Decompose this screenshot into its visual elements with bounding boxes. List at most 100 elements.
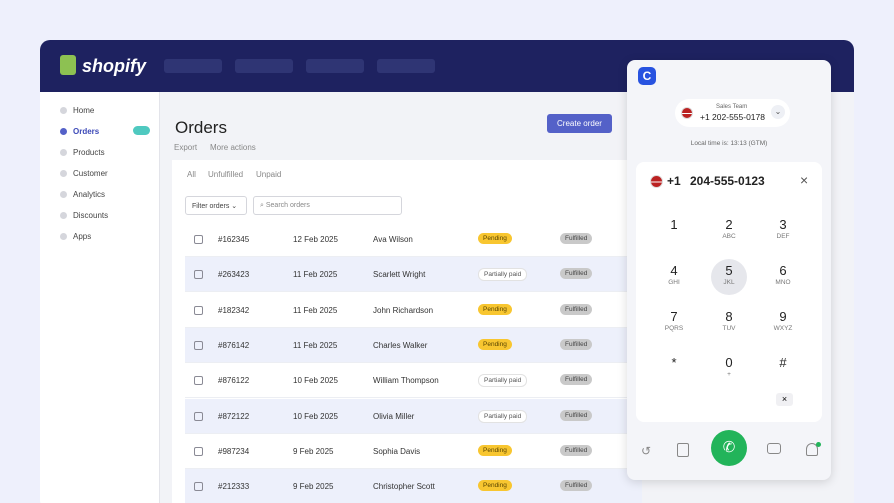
key[interactable]: *: [654, 353, 694, 389]
key-letters: PQRS: [664, 325, 684, 332]
dialed-number: 204-555-0123: [690, 174, 765, 188]
key[interactable]: 2 ABC: [709, 215, 749, 251]
order-date: 10 Feb 2025: [293, 376, 338, 386]
order-row[interactable]: #162345 12 Feb 2025 Ava Wilson Pending Fulfi…: [185, 222, 642, 257]
nav-item[interactable]: Orders: [73, 127, 100, 136]
dropdown: ⌄: [771, 105, 785, 119]
order-id: #182342: [218, 305, 250, 315]
payment-status: Partially paid: [478, 374, 528, 388]
contacts-icon[interactable]: [677, 443, 689, 457]
caller-id-selector[interactable]: Sales Team +1 202-555-0178 ⌄: [675, 99, 790, 127]
nav-item[interactable]: Products: [73, 148, 105, 157]
nav-item[interactable]: Discounts: [73, 211, 109, 220]
nav-dot: [60, 233, 67, 240]
order-id: #872122: [218, 411, 250, 421]
customer-name: Charles Walker: [373, 340, 428, 350]
order-row[interactable]: #987234 9 Feb 2025 Sophia Davis Pending Fulf…: [185, 433, 642, 469]
checkbox[interactable]: [194, 235, 203, 244]
search-box[interactable]: ⌕ Search orders: [253, 196, 402, 215]
checkbox[interactable]: [194, 340, 203, 350]
order-row[interactable]: #182342 11 Feb 2025 John Richardson Pending…: [185, 292, 642, 328]
us-flag: [650, 175, 663, 188]
orders-panel: All Unfulfilled Unpaid Filter orders ⌄ ⌕…: [172, 160, 642, 503]
tab[interactable]: All: [187, 170, 196, 179]
customer-name: Christopher Scott: [373, 482, 435, 492]
key-digit: *: [671, 355, 677, 370]
key[interactable]: 5 JKL: [709, 259, 749, 297]
key-digit: 7: [670, 309, 678, 324]
key-digit: 5: [725, 263, 733, 278]
search-placeholder: Search orders: [265, 202, 310, 209]
nav-dot: [60, 170, 67, 177]
placeholder: [377, 59, 435, 73]
key[interactable]: 1: [654, 215, 694, 251]
local-time: Local time is: 13:13 (GTM): [690, 140, 768, 147]
nav-item[interactable]: Home: [73, 106, 95, 115]
order-id: #263423: [218, 270, 250, 280]
order-row[interactable]: #876122 10 Feb 2025 William Thompson Partia…: [185, 363, 642, 399]
checkbox[interactable]: [194, 411, 203, 421]
order-date: 9 Feb 2025: [293, 482, 334, 492]
nav-item[interactable]: Analytics: [73, 190, 106, 199]
profile-icon[interactable]: [806, 443, 818, 456]
customer-name: Olivia Miller: [373, 411, 415, 421]
checkbox[interactable]: [194, 305, 203, 315]
key[interactable]: #: [763, 353, 803, 389]
key[interactable]: 3 DEF: [763, 215, 803, 251]
payment-status: Pending: [478, 233, 512, 244]
key-highlight: [711, 259, 747, 295]
customer-name: John Richardson: [373, 305, 434, 315]
nav-dot: [60, 191, 67, 198]
order-id: #876142: [218, 340, 250, 350]
key-digit: 8: [725, 309, 733, 324]
history-icon[interactable]: ↺: [641, 444, 652, 458]
order-row[interactable]: #212333 9 Feb 2025 Christopher Scott Pendin…: [185, 469, 642, 503]
order-row[interactable]: #876142 11 Feb 2025 Charles Walker Pending F…: [185, 327, 642, 363]
nav-dot: [60, 107, 67, 114]
tab[interactable]: Unfulfilled: [208, 170, 244, 179]
keypad-card: +1 204-555-0123 × × 1 2 ABC 3 DEF 4 GHI 5 JKL 6 MN…: [636, 162, 822, 422]
backspace[interactable]: ×: [776, 393, 793, 406]
order-id: #162345: [218, 235, 250, 244]
checkbox[interactable]: [194, 376, 203, 386]
key[interactable]: 4 GHI: [654, 261, 694, 297]
key-letters: WXYZ: [773, 325, 793, 332]
key-letters: +: [727, 371, 731, 378]
status-dot: [816, 442, 821, 447]
order-row[interactable]: #872122 10 Feb 2025 Olivia Miller Partially…: [185, 398, 642, 434]
nav-item[interactable]: Apps: [73, 232, 92, 241]
call-button[interactable]: ✆: [711, 430, 747, 466]
key-letters: MNO: [775, 279, 791, 286]
app-logo: C: [638, 67, 656, 85]
create-order-button[interactable]: Create order: [547, 114, 612, 133]
more-actions[interactable]: More actions: [210, 143, 256, 152]
checkbox[interactable]: [194, 482, 203, 492]
fulfillment-status: Fulfilled: [560, 374, 593, 386]
order-row[interactable]: #263423 11 Feb 2025 Scarlett Wright Partial…: [185, 257, 642, 293]
checkbox[interactable]: [194, 446, 203, 456]
filter-button[interactable]: Filter orders ⌄: [185, 196, 247, 215]
key[interactable]: 9 WXYZ: [763, 307, 803, 343]
nav-item[interactable]: Customer: [73, 169, 108, 178]
payment-status: Pending: [478, 480, 512, 492]
clear-button[interactable]: ×: [800, 172, 809, 188]
key[interactable]: 0 +: [709, 353, 749, 389]
messages-icon[interactable]: [767, 443, 781, 454]
key[interactable]: 7 PQRS: [654, 307, 694, 343]
key-letters: GHI: [668, 279, 680, 286]
key-digit: 3: [779, 217, 787, 232]
order-id: #987234: [218, 446, 250, 456]
key-digit: #: [779, 355, 787, 370]
nav-dot: [60, 212, 67, 219]
key[interactable]: 8 TUV: [709, 307, 749, 343]
key-letters: ABC: [722, 233, 736, 240]
order-date: 11 Feb 2025: [293, 270, 338, 280]
key[interactable]: 6 MNO: [763, 261, 803, 297]
fulfillment-status: Fulfilled: [560, 338, 593, 350]
badge: [133, 126, 150, 135]
export-link[interactable]: Export: [174, 143, 198, 152]
tab[interactable]: Unpaid: [256, 170, 282, 179]
checkbox[interactable]: [194, 270, 203, 280]
key-digit: 9: [779, 309, 787, 324]
